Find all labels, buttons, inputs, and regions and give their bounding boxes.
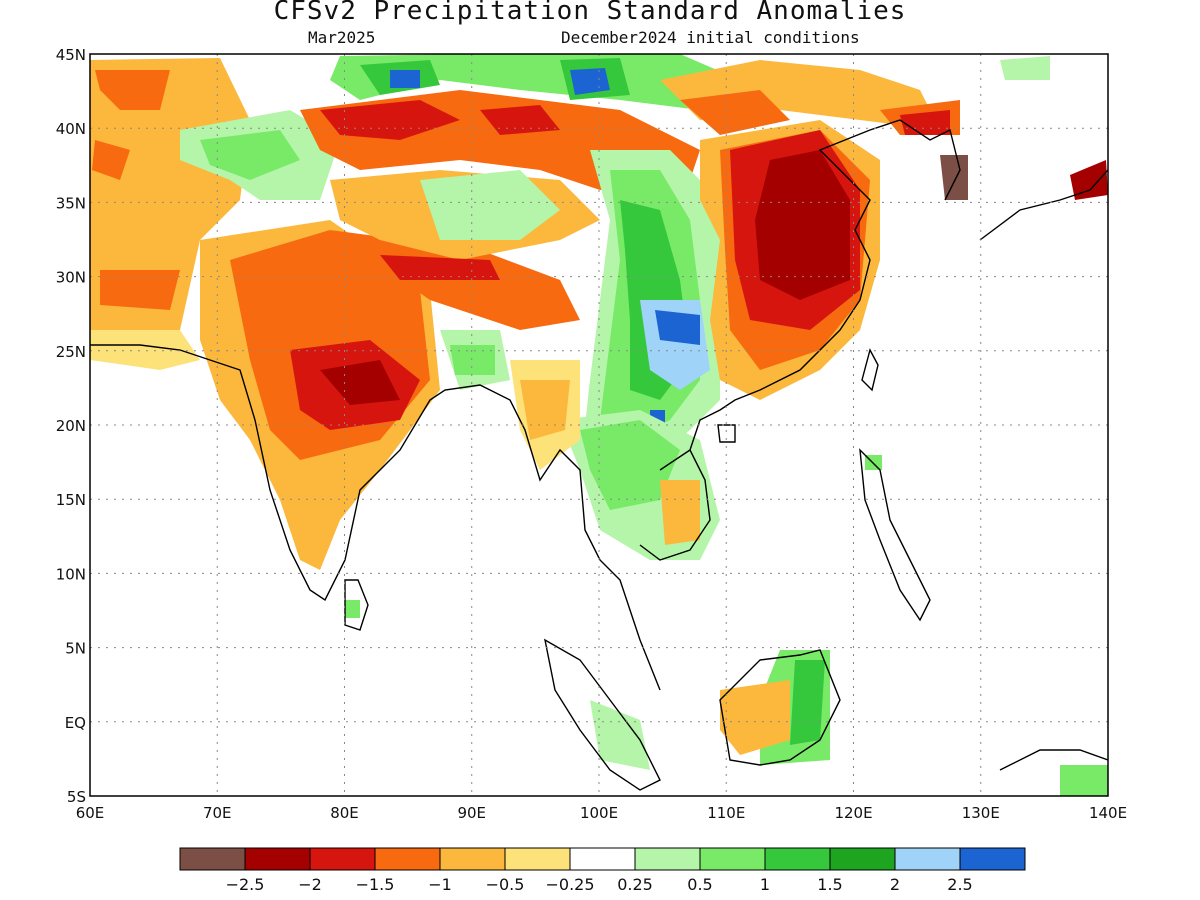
anomaly-shading xyxy=(90,54,1108,796)
coast-sumatra xyxy=(544,638,661,791)
colorbar-swatch xyxy=(309,847,376,871)
coast-taiwan xyxy=(861,348,879,392)
anomaly-strong-japan xyxy=(1070,160,1108,200)
colorbar: −2.5 −2 −1.5 −1 −0.5 −0.25 0.25 0.5 1 1.5 2 2.5 xyxy=(179,847,1026,894)
lat-tick-label: 45N xyxy=(56,46,86,64)
colorbar-swatch xyxy=(894,847,961,871)
colorbar-swatch xyxy=(764,847,831,871)
coastlines xyxy=(90,119,1108,791)
lon-tick-label: 120E xyxy=(834,804,872,822)
anomaly-wet-indochina-mid xyxy=(580,420,680,510)
lat-tick-label: 5S xyxy=(67,788,86,806)
colorbar-swatch xyxy=(569,847,636,871)
lon-tick-label: 100E xyxy=(580,804,618,822)
anomaly-moderate-north-china xyxy=(680,90,790,135)
anomaly-moderate-burma xyxy=(520,380,570,440)
colorbar-label: 1.5 xyxy=(817,875,842,894)
colorbar-swatch xyxy=(374,847,441,871)
lon-tick-label: 140E xyxy=(1089,804,1127,822)
colorbar-label: −1.5 xyxy=(356,875,395,894)
coast-indochina xyxy=(659,119,961,471)
colorbar-label: −2 xyxy=(298,875,322,894)
lat-tick-label: 15N xyxy=(56,491,86,509)
anomaly-moderate-west xyxy=(95,70,170,110)
colorbar-label: 1 xyxy=(760,875,770,894)
coast-new-guinea xyxy=(999,749,1108,771)
anomaly-dry-borneo xyxy=(720,680,790,755)
lat-tick-label: 5N xyxy=(65,640,86,658)
colorbar-label: −0.25 xyxy=(545,875,594,894)
colorbar-label: −0.5 xyxy=(486,875,525,894)
colorbar-swatch xyxy=(244,847,311,871)
anomaly-very-wet-yunnan xyxy=(655,310,700,345)
colorbar-label: −1 xyxy=(428,875,452,894)
anomaly-very-strong-india xyxy=(320,360,400,405)
lon-tick-label: 110E xyxy=(707,804,745,822)
colorbar-swatch xyxy=(959,847,1026,871)
chart-title: CFSv2 Precipitation Standard Anomalies xyxy=(273,0,907,26)
colorbar-label: 2.5 xyxy=(947,875,972,894)
lat-tick-label: 40N xyxy=(56,120,86,138)
anomaly-wet-borneo-core xyxy=(790,660,825,745)
colorbar-label: 2 xyxy=(890,875,900,894)
anomaly-wet-new-guinea xyxy=(1060,765,1108,796)
anomaly-wet-tibet-center xyxy=(420,170,560,240)
map-frame xyxy=(89,53,1109,797)
anomaly-dry-west-light xyxy=(90,330,200,370)
lat-tick-label: EQ xyxy=(65,714,86,732)
anomaly-moderate-pak xyxy=(100,270,180,310)
lat-tick-label: 20N xyxy=(56,417,86,435)
lat-tick-label: 25N xyxy=(56,343,86,361)
lon-tick-label: 60E xyxy=(76,804,105,822)
anomaly-wet-sumatra xyxy=(590,700,650,770)
anomaly-very-wet-mongolia-east xyxy=(570,68,610,95)
anomaly-strong-tibet xyxy=(320,100,460,140)
lon-tick-label: 70E xyxy=(203,804,232,822)
colorbar-swatch xyxy=(699,847,766,871)
initial-conditions-label: December2024 initial conditions xyxy=(561,28,860,47)
coast-japan xyxy=(979,169,1108,241)
coast-vietnam-south xyxy=(639,449,711,561)
coast-borneo xyxy=(719,649,841,766)
anomaly-moderate-nw xyxy=(92,140,130,180)
anomaly-strong-tibet-south xyxy=(380,255,500,280)
anomaly-very-strong-east-china xyxy=(755,150,850,300)
colorbar-swatch xyxy=(829,847,896,871)
anomaly-very-wet-mongolia xyxy=(390,70,420,88)
colorbar-label: 0.5 xyxy=(687,875,712,894)
anomaly-wet-sri-lanka xyxy=(345,600,360,618)
anomaly-dry-cambodia xyxy=(660,480,700,545)
lat-tick-label: 10N xyxy=(56,565,86,583)
coast-indian-subcontinent xyxy=(90,344,661,691)
lon-tick-label: 80E xyxy=(330,804,359,822)
colorbar-swatch xyxy=(179,847,246,871)
colorbar-swatch xyxy=(439,847,506,871)
axis-labels: 60E 70E 80E 90E 100E 110E 120E 130E 140E 45N 40N 35… xyxy=(56,46,1127,822)
anomaly-wet-himalaya-west-core xyxy=(200,130,300,180)
colorbar-label: 0.25 xyxy=(617,875,653,894)
lat-tick-label: 35N xyxy=(56,194,86,212)
anomaly-wet-bangladesh-core xyxy=(450,345,495,375)
coast-philippines xyxy=(859,448,931,622)
anomaly-extreme-korea xyxy=(940,155,968,200)
lon-tick-label: 90E xyxy=(457,804,486,822)
lat-tick-label: 30N xyxy=(56,269,86,287)
coast-hainan xyxy=(717,424,736,443)
lon-tick-label: 130E xyxy=(962,804,1000,822)
coast-sri-lanka xyxy=(344,579,369,631)
valid-month-label: Mar2025 xyxy=(308,28,376,47)
anomaly-strong-tibet-east xyxy=(480,105,560,135)
colorbar-swatch xyxy=(634,847,701,871)
colorbar-swatch xyxy=(504,847,571,871)
colorbar-label: −2.5 xyxy=(226,875,265,894)
anomaly-wet-japan-north xyxy=(1000,56,1050,80)
map-grid xyxy=(90,54,1108,796)
